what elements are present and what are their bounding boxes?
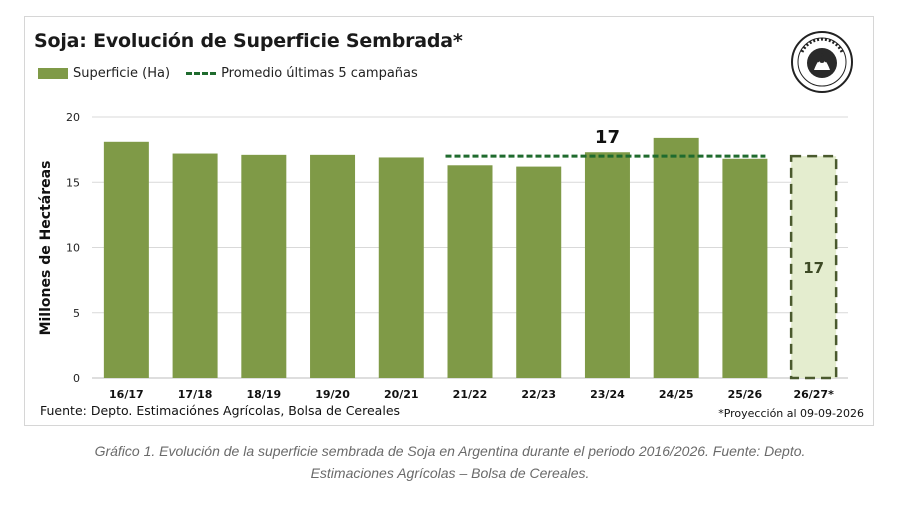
- bar-projected-label: 17: [803, 259, 824, 277]
- bar: [378, 157, 424, 378]
- bar-projected: [789, 154, 838, 380]
- bar: [103, 141, 149, 378]
- x-tick-label: 25/26: [728, 388, 763, 401]
- x-tick-label: 20/21: [384, 388, 419, 401]
- figure-caption: Gráfico 1. Evolución de la superficie se…: [0, 440, 900, 484]
- legend-bar-label: Superficie (Ha): [73, 66, 171, 81]
- caption-line-2: Estimaciones Agrícolas – Bolsa de Cereal…: [310, 465, 590, 481]
- average-label: 17: [595, 127, 620, 148]
- y-tick-label: 10: [66, 242, 80, 255]
- x-tick-label: 23/24: [590, 388, 625, 401]
- legend-bar-swatch: [38, 68, 68, 79]
- x-tick-label: 21/22: [453, 388, 488, 401]
- bolsa-de-cereales-logo: [791, 31, 853, 93]
- bar: [172, 153, 218, 378]
- chart-svg: 0 5 10 15 20 17 16/17 17/18 18/19 19/20 20/21 21/…: [66, 111, 848, 401]
- bar: [241, 154, 287, 378]
- legend-line-swatch: [186, 72, 217, 75]
- x-tick-label: 22/23: [521, 388, 556, 401]
- caption-line-1: Gráfico 1. Evolución de la superficie se…: [94, 443, 806, 459]
- x-tick-label: 24/25: [659, 388, 694, 401]
- x-tick-label: 18/19: [246, 388, 281, 401]
- x-tick-label: 17/18: [178, 388, 213, 401]
- x-tick-label: 16/17: [109, 388, 144, 401]
- bar: [516, 166, 562, 378]
- bar: [653, 137, 699, 378]
- chart-legend: Superficie (Ha) Promedio últimas 5 campa…: [38, 66, 418, 81]
- bar: [584, 152, 630, 378]
- x-tick-label: 19/20: [315, 388, 350, 401]
- source-note: Fuente: Depto. Estimaciónes Agrícolas, B…: [40, 403, 401, 418]
- bar: [310, 154, 356, 378]
- y-tick-label: 20: [66, 111, 80, 124]
- y-tick-label: 0: [73, 372, 80, 385]
- bar: [447, 165, 493, 378]
- y-tick-label: 15: [66, 176, 80, 189]
- legend-line-label: Promedio últimas 5 campañas: [221, 66, 418, 81]
- chart-title: Soja: Evolución de Superficie Sembrada*: [34, 30, 463, 52]
- bar: [722, 158, 768, 378]
- y-tick-label: 5: [73, 307, 80, 320]
- projection-note: *Proyección al 09-09-2026: [718, 407, 864, 420]
- x-tick-label: 26/27*: [793, 388, 834, 401]
